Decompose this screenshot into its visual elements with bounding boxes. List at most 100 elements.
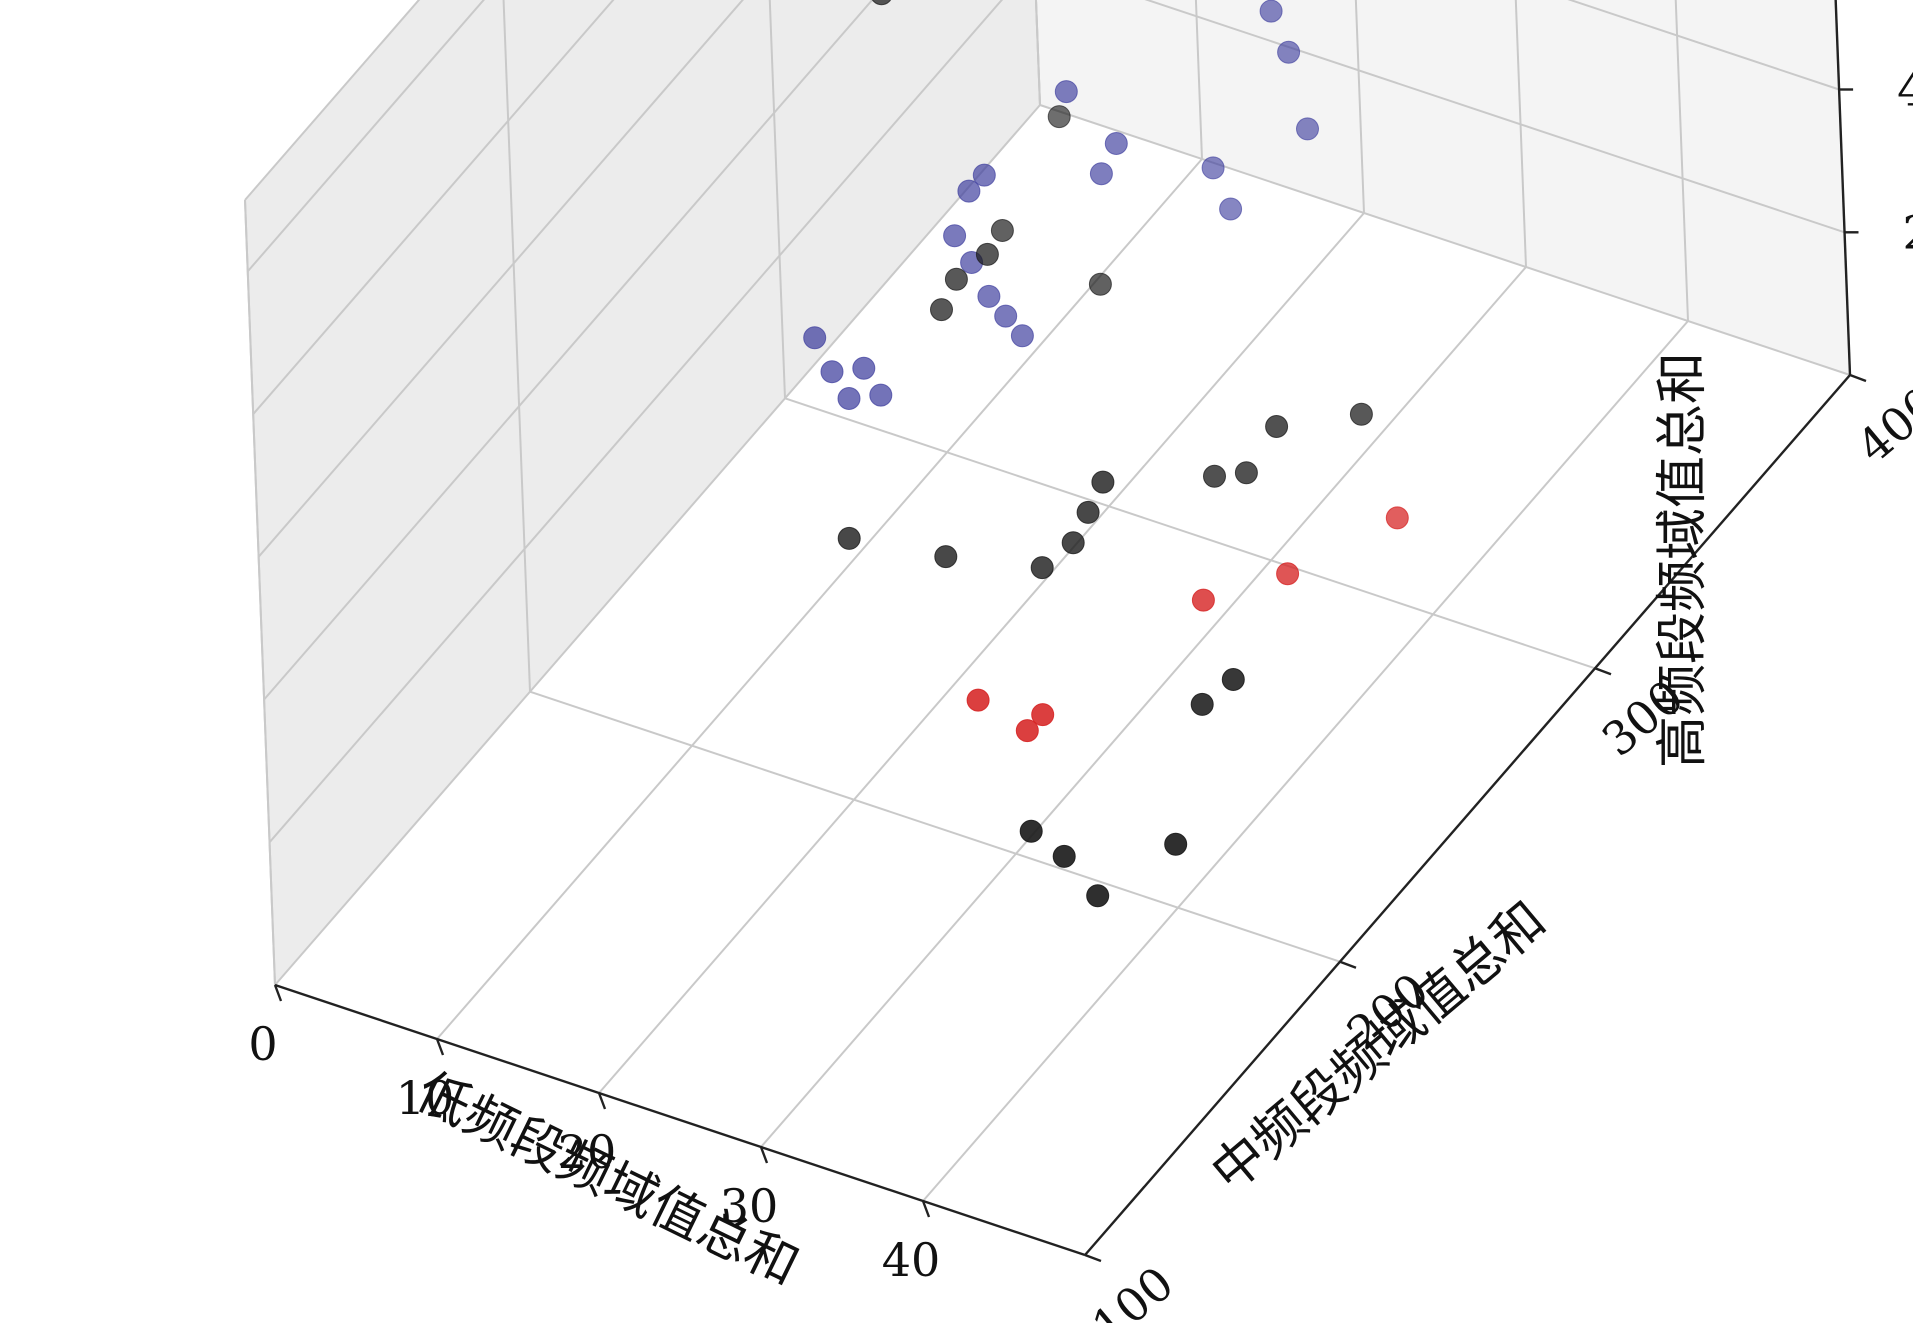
x-tick-label: 0: [248, 1017, 277, 1071]
z-tick-label: 20: [1903, 205, 1913, 259]
data-point-series-1: [1259, 0, 1283, 23]
data-point-series-0: [934, 545, 958, 569]
grid-line-z-left: [257, 0, 744, 558]
x-tick-mark: [597, 1092, 607, 1110]
data-point-series-1: [869, 383, 893, 407]
data-point-series-0: [1203, 464, 1226, 488]
pane-edge-left-front: [244, 199, 276, 986]
data-point-series-0: [930, 298, 953, 322]
pane-edge-top-left: [244, 0, 421, 201]
x-tick-mark: [759, 1146, 769, 1164]
back-pane: [1035, 0, 1850, 375]
floor-pane: [275, 105, 1850, 1255]
grid-line-x-floor: [922, 320, 1689, 1202]
data-point-series-2: [1015, 719, 1039, 743]
data-point-series-1: [977, 284, 1001, 308]
grid-line-x-floor: [274, 104, 1041, 986]
data-point-series-0: [944, 267, 968, 291]
axes-panes: [245, 0, 1850, 1255]
y-tick-mark: [1594, 667, 1612, 676]
grid-line-x-floor: [598, 212, 1365, 1094]
data-point-series-2: [1385, 506, 1409, 530]
grid-line-y-left: [768, 0, 786, 399]
data-point-series-2: [1191, 588, 1215, 612]
x-tick-label: 30: [720, 1179, 779, 1233]
data-point-series-0: [1265, 415, 1289, 438]
data-point-series-1: [972, 163, 996, 187]
y-tick-mark: [1849, 373, 1867, 383]
axis-lines: [273, 0, 1867, 1263]
x-tick-label: 20: [558, 1125, 617, 1179]
data-point-series-1: [820, 360, 844, 384]
data-point-series-0: [1221, 668, 1245, 691]
y-tick-mark: [1339, 960, 1357, 969]
data-point-series-1: [994, 304, 1018, 328]
grid-line-z-left: [263, 0, 874, 701]
x-tick-mark: [273, 984, 283, 1002]
data-point-series-1: [852, 356, 876, 380]
data-point-series-0: [1019, 819, 1043, 843]
data-points: [803, 0, 1409, 908]
y-tick-label: 100: [1082, 1256, 1184, 1323]
left-pane: [245, 0, 1040, 985]
data-point-series-0: [1349, 402, 1373, 426]
data-point-series-0: [975, 242, 999, 266]
x-tick-label: 40: [882, 1233, 941, 1287]
data-point-series-1: [943, 224, 967, 248]
z-axis-line: [1834, 0, 1852, 376]
x-axis-line: [274, 983, 1086, 1257]
grid-line-x-floor: [436, 158, 1203, 1040]
data-point-series-0: [1088, 272, 1112, 296]
data-point-series-0: [1047, 105, 1071, 129]
z-axis-label: 高频段频域值总和: [1653, 352, 1713, 768]
grid-line-z-left: [246, 0, 485, 273]
grid-line-z-left: [268, 0, 1004, 843]
grid-line-z-left: [252, 0, 615, 415]
grid-line-y-left: [502, 0, 531, 692]
data-point-series-1: [1089, 162, 1113, 186]
data-point-series-0: [1234, 461, 1258, 485]
grid-line-x-back: [1674, 0, 1689, 322]
data-point-series-0: [871, 0, 892, 6]
grid-line-x-back: [1354, 0, 1365, 214]
grid-line-x-back: [1194, 0, 1203, 160]
y-tick-mark: [1084, 1253, 1102, 1263]
data-point-series-2: [966, 688, 990, 712]
grid-line-x-floor: [760, 266, 1527, 1148]
x-tick-mark: [435, 1038, 445, 1056]
data-point-series-1: [1296, 117, 1319, 141]
data-point-series-0: [1086, 884, 1110, 908]
data-point-series-0: [1091, 470, 1115, 494]
data-point-series-1: [1010, 324, 1034, 348]
grid-line-x-back: [1514, 0, 1527, 268]
data-point-series-1: [1277, 40, 1301, 64]
data-point-series-0: [1164, 832, 1188, 856]
data-point-series-0: [1190, 692, 1214, 716]
data-point-series-2: [1031, 703, 1055, 727]
data-point-series-1: [1054, 80, 1078, 104]
data-point-series-1: [1219, 197, 1243, 221]
x-tick-label: 10: [396, 1071, 455, 1125]
data-point-series-0: [1052, 844, 1076, 868]
data-point-series-0: [1030, 556, 1054, 580]
grid-line-y-floor: [784, 397, 1596, 670]
data-point-series-0: [837, 526, 861, 550]
z-tick-label: 40: [1897, 63, 1913, 117]
y-tick-label: 400: [1847, 376, 1913, 474]
data-point-series-1: [837, 387, 861, 410]
data-point-series-1: [957, 179, 981, 203]
data-point-series-1: [803, 326, 827, 350]
data-point-series-1: [1201, 156, 1225, 180]
grid-line-z-back: [1567, 0, 1840, 91]
grid-line-y-floor: [1039, 104, 1851, 376]
data-point-series-0: [990, 219, 1014, 242]
data-point-series-0: [1061, 531, 1085, 555]
data-point-series-1: [1104, 132, 1128, 155]
data-point-series-0: [1076, 500, 1100, 524]
grid-line-y-floor: [529, 690, 1341, 963]
data-point-series-2: [1276, 562, 1300, 586]
x-tick-mark: [921, 1200, 931, 1218]
grid-line-z-back: [1144, 0, 1845, 234]
